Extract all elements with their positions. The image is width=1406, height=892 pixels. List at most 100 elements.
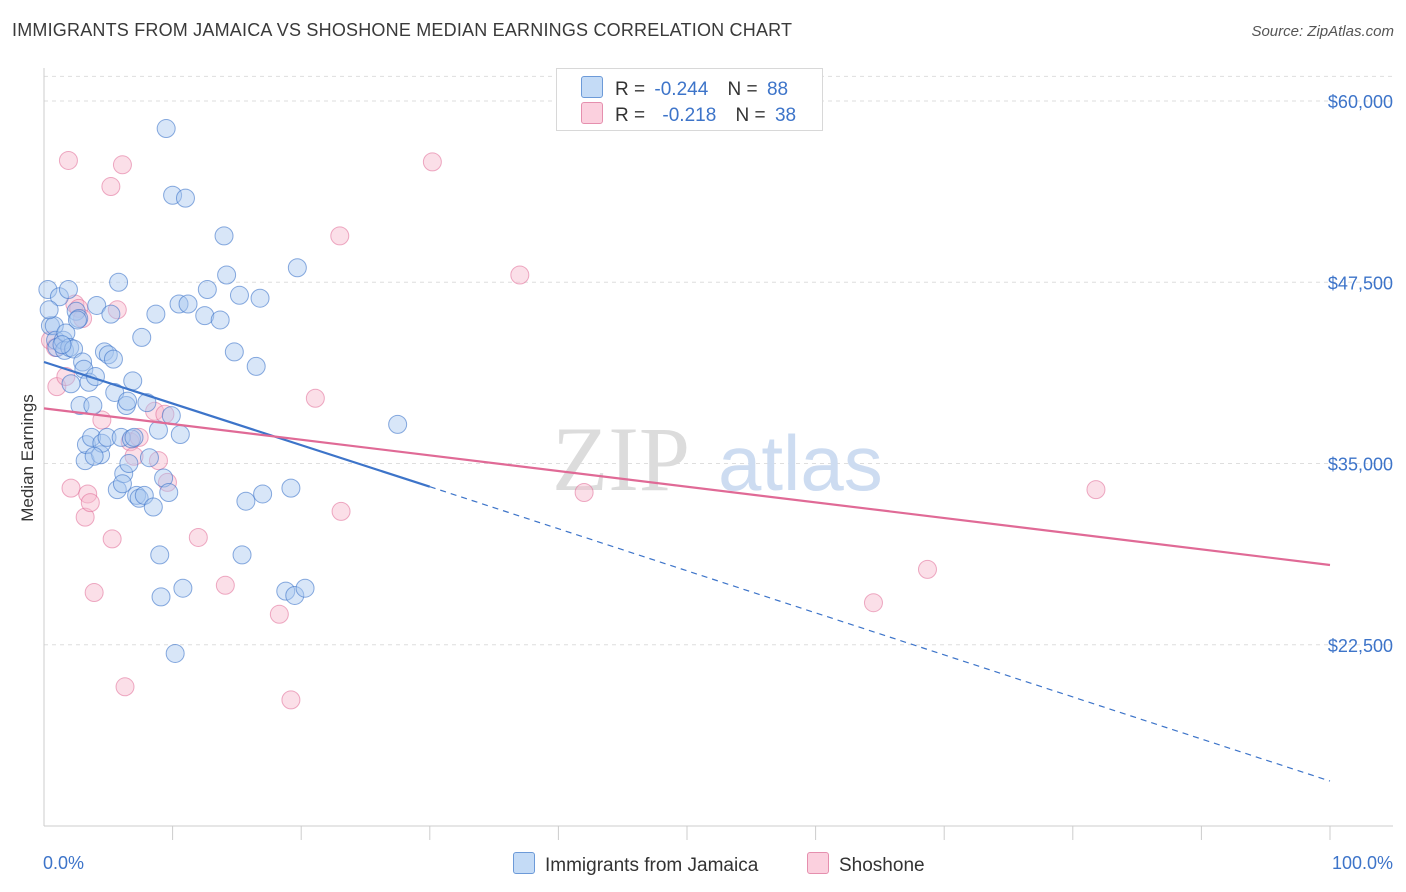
jamaica-point-59 (165, 643, 185, 663)
jamaica-point-72 (232, 545, 252, 565)
shoshone-point-27 (215, 575, 235, 595)
jamaica-point-77 (276, 581, 296, 601)
shoshone-point-18 (115, 677, 135, 697)
jamaica-point-74 (246, 356, 266, 376)
shoshone-point-26 (188, 527, 208, 547)
jamaica-point-24 (87, 295, 107, 315)
x-tick-label-end: 100.0% (1332, 853, 1393, 873)
jamaica-point-42 (124, 427, 144, 447)
jamaica-points (38, 119, 408, 663)
jamaica-point-61 (170, 425, 190, 444)
jamaica-point-81 (295, 578, 315, 598)
jamaica-point-75 (250, 288, 270, 308)
shoshone-point-33 (422, 152, 442, 172)
jamaica-point-44 (129, 488, 149, 508)
jamaica-point-57 (161, 406, 181, 426)
x-tick-label-start: 0.0% (43, 853, 84, 873)
bottom-legend-swatch-shoshone (807, 852, 829, 874)
jamaica-point-68 (214, 226, 234, 246)
jamaica-point-41 (123, 371, 143, 391)
jamaica-point-62 (173, 578, 193, 598)
jamaica-point-9 (58, 280, 78, 299)
jamaica-point-86 (84, 446, 104, 466)
chart-title: IMMIGRANTS FROM JAMAICA VS SHOSHONE MEDI… (12, 20, 793, 40)
jamaica-point-69 (217, 265, 237, 285)
jamaica-point-22 (83, 396, 103, 415)
shoshone-point-29 (281, 690, 301, 710)
jamaica-point-71 (229, 285, 249, 305)
legend-r-value-shoshone: -0.218 (662, 105, 717, 126)
jamaica-point-80 (287, 258, 307, 278)
jamaica-point-65 (195, 306, 215, 326)
trend-lines (43, 360, 1331, 782)
legend-swatch-jamaica (581, 76, 603, 98)
shoshone-point-32 (331, 501, 351, 521)
shoshone-point-14 (101, 177, 121, 197)
legend-r-label-jamaica: R = (615, 79, 646, 100)
jamaica-point-39 (119, 454, 139, 473)
jamaica-point-49 (143, 497, 163, 517)
jamaica-point-45 (132, 327, 152, 347)
legend-n-value-jamaica: 88 (766, 79, 789, 100)
legend-r-value-jamaica: -0.244 (654, 79, 709, 100)
jamaica-point-8 (56, 323, 76, 343)
jamaica-point-58 (163, 185, 183, 205)
jamaica-point-63 (175, 188, 195, 208)
y-tick-label-0: $22,500 (1328, 636, 1393, 656)
y-tick-labels: $22,500 $35,000 $47,500 $60,000 (1328, 92, 1393, 656)
shoshone-points (40, 150, 1106, 710)
axes (43, 68, 1393, 840)
shoshone-point-4 (58, 150, 78, 170)
shoshone-point-35 (574, 483, 594, 502)
jamaica-point-48 (139, 448, 159, 468)
bottom-legend-jamaica[interactable]: Immigrants from Jamaica (513, 852, 758, 876)
shoshone-point-15 (102, 529, 122, 549)
legend-n-label-jamaica: N = (727, 79, 758, 100)
shoshone-point-36 (863, 593, 883, 613)
jamaica-point-66 (197, 280, 217, 299)
shoshone-point-37 (917, 559, 937, 579)
jamaica-point-28 (97, 427, 117, 447)
jamaica-point-79 (285, 585, 305, 605)
jamaica-point-34 (109, 272, 129, 292)
y-tick-label-3: $60,000 (1328, 92, 1393, 112)
source-label: Source: ZipAtlas.com (1251, 23, 1394, 40)
correlation-legend: R = -0.244 N = 88 R = -0.218 N = 38 (556, 68, 823, 131)
bottom-legend-shoshone[interactable]: Shoshone (807, 852, 925, 876)
legend-row-jamaica: R = -0.244 N = 88 (581, 76, 788, 100)
jamaica-point-14 (69, 309, 89, 328)
shoshone-point-11 (80, 493, 100, 513)
jamaica-point-84 (52, 335, 72, 355)
y-axis-label: Median Earnings (18, 394, 37, 522)
shoshone-point-31 (330, 226, 350, 246)
jamaica-point-51 (148, 420, 168, 440)
jamaica-point-64 (178, 294, 198, 314)
y-tick-label-1: $35,000 (1328, 455, 1393, 475)
legend-row-shoshone: R = -0.218 N = 38 (581, 102, 796, 126)
watermark: ZIP atlas (552, 408, 883, 510)
jamaica-point-82 (388, 414, 408, 434)
jamaica-point-67 (210, 310, 230, 330)
bottom-legend-label-jamaica: Immigrants from Jamaica (545, 855, 759, 876)
jamaica-point-30 (101, 304, 121, 324)
jamaica-point-52 (150, 545, 170, 565)
shoshone-trend-line (43, 407, 1331, 567)
bottom-legend-swatch-jamaica (513, 852, 535, 874)
shoshone-point-38 (1086, 480, 1106, 500)
jamaica-point-50 (146, 304, 166, 324)
shoshone-point-17 (112, 155, 132, 175)
legend-r-label-shoshone: R = (615, 105, 646, 126)
jamaica-point-56 (159, 483, 179, 502)
y-tick-label-2: $47,500 (1328, 273, 1393, 293)
bottom-legend-label-shoshone: Shoshone (839, 855, 925, 876)
jamaica-point-21 (82, 427, 102, 447)
jamaica-point-36 (114, 464, 134, 484)
jamaica-trend-extension (429, 486, 1331, 782)
jamaica-trend-line (43, 360, 431, 488)
watermark-atlas: atlas (718, 419, 883, 507)
jamaica-point-31 (103, 349, 123, 369)
jamaica-point-0 (38, 280, 58, 299)
shoshone-point-5 (61, 478, 81, 498)
jamaica-point-87 (112, 474, 132, 494)
